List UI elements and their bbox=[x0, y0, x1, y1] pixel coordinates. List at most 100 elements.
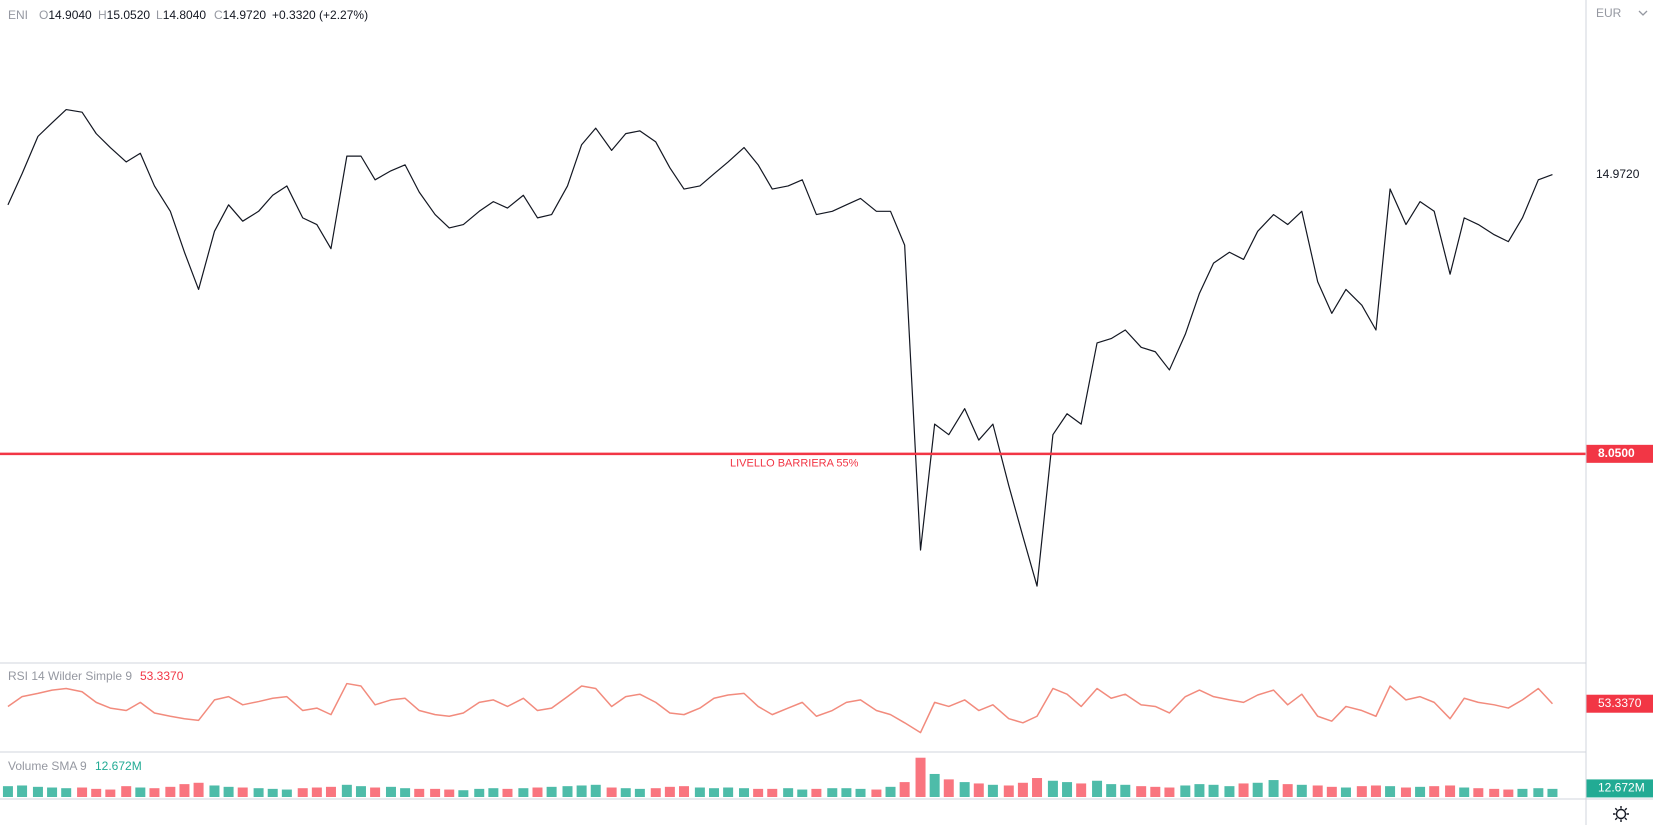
volume-bar bbox=[811, 788, 822, 797]
volume-label-box bbox=[1586, 779, 1653, 798]
volume-bar bbox=[281, 789, 292, 797]
volume-bar bbox=[1445, 785, 1456, 797]
volume-axis-label: 12.672M bbox=[1598, 781, 1645, 795]
gear-teeth bbox=[1613, 806, 1629, 822]
volume-bar bbox=[1208, 784, 1219, 797]
volume-bar bbox=[267, 788, 278, 797]
volume-bar bbox=[694, 787, 705, 797]
volume-bar bbox=[797, 789, 808, 797]
volume-bar bbox=[105, 789, 116, 797]
ohlc-key: C bbox=[214, 8, 223, 22]
volume-bar bbox=[355, 786, 366, 797]
volume-bar bbox=[709, 788, 720, 797]
change: +0.3320 (+2.27%) bbox=[272, 8, 368, 22]
volume-bar bbox=[959, 782, 970, 797]
volume-bar bbox=[1017, 782, 1028, 797]
volume-bar bbox=[1032, 778, 1043, 797]
volume-bar bbox=[753, 788, 764, 797]
rsi-label-box bbox=[1586, 694, 1653, 713]
volume-bar bbox=[1180, 785, 1191, 797]
volume-bar bbox=[532, 787, 543, 797]
gear-ring bbox=[1615, 808, 1627, 820]
volume-bar bbox=[1076, 783, 1087, 797]
volume-bar bbox=[634, 788, 645, 797]
ohlc-value: 14.9040 bbox=[48, 8, 92, 22]
volume-bar bbox=[32, 786, 43, 797]
volume-bar bbox=[723, 787, 734, 797]
currency-dropdown[interactable] bbox=[1638, 10, 1648, 16]
volume-bar bbox=[165, 786, 176, 797]
volume-bar bbox=[546, 786, 557, 797]
rsi-title: RSI 14 Wilder Simple 9 bbox=[8, 669, 132, 683]
volume-bar bbox=[2, 786, 13, 797]
volume-bar bbox=[650, 788, 661, 797]
volume-bar bbox=[502, 788, 513, 797]
volume-bar bbox=[1224, 786, 1235, 797]
volume-bar bbox=[987, 784, 998, 797]
volume-bar bbox=[1136, 786, 1147, 797]
volume-bar bbox=[1400, 787, 1411, 797]
volume-bar bbox=[223, 786, 234, 797]
volume-bar bbox=[414, 788, 425, 797]
ohlc-item: L14.8040 bbox=[156, 8, 206, 22]
ohlc-item: H15.0520 bbox=[98, 8, 150, 22]
ohlc-key: O bbox=[39, 8, 48, 22]
volume-bar bbox=[929, 773, 940, 797]
volume-bar bbox=[179, 784, 190, 797]
price-line bbox=[7, 108, 1553, 587]
volume-bar bbox=[77, 787, 88, 797]
rsi-axis-label: 53.3370 bbox=[1598, 696, 1642, 710]
volume-bar bbox=[973, 783, 984, 797]
volume-bar bbox=[899, 782, 910, 797]
volume-bar bbox=[430, 788, 441, 797]
volume-bar bbox=[885, 786, 896, 797]
volume-bar bbox=[1296, 784, 1307, 797]
volume-bar bbox=[943, 779, 954, 797]
volume-bar bbox=[562, 786, 573, 797]
volume-bar bbox=[253, 788, 264, 797]
volume-bar bbox=[311, 787, 322, 797]
volume-bar bbox=[576, 785, 587, 797]
volume-bar bbox=[1062, 782, 1073, 797]
volume-bar bbox=[1047, 780, 1058, 797]
ohlc-item: O14.9040 bbox=[39, 8, 92, 22]
volume-bar bbox=[1385, 786, 1396, 797]
volume-bar bbox=[1370, 785, 1381, 797]
last-price-box bbox=[1586, 165, 1653, 184]
barrier-annotation: LIVELLO BARRIERA 55% bbox=[730, 458, 859, 470]
volume-value: 12.672M bbox=[95, 759, 142, 773]
volume-bar bbox=[370, 787, 381, 797]
volume-bar bbox=[1312, 785, 1323, 797]
rsi-value: 53.3370 bbox=[140, 669, 184, 683]
volume-bar bbox=[149, 788, 160, 797]
last-price-label: 14.9720 bbox=[1596, 167, 1640, 181]
marks-layer bbox=[0, 108, 1586, 797]
volume-bar bbox=[620, 788, 631, 797]
volume-bar bbox=[400, 788, 411, 797]
volume-bar bbox=[664, 786, 675, 797]
volume-bar bbox=[739, 788, 750, 797]
symbol: ENI bbox=[8, 8, 28, 22]
volume-bar bbox=[590, 784, 601, 797]
volume-bar bbox=[297, 788, 308, 797]
barrier-label-box bbox=[1586, 444, 1653, 463]
settings-icon[interactable] bbox=[1613, 806, 1629, 822]
volume-bar bbox=[135, 787, 146, 797]
volume-bar bbox=[1252, 782, 1263, 797]
volume-bar bbox=[1547, 788, 1558, 797]
volume-bar bbox=[385, 786, 396, 797]
volume-bar bbox=[1429, 786, 1440, 797]
volume-bar bbox=[1517, 788, 1528, 797]
ohlc-item: C14.9720 bbox=[214, 8, 266, 22]
volume-bar bbox=[1164, 787, 1175, 797]
volume-bar bbox=[17, 785, 28, 797]
volume-bar bbox=[606, 787, 617, 797]
ohlc-value: 14.9720 bbox=[223, 8, 267, 22]
volume-bar bbox=[1503, 789, 1514, 797]
volume-bar bbox=[237, 787, 248, 797]
price-line bbox=[7, 682, 1554, 734]
volume-bar bbox=[871, 789, 882, 797]
volume-bar bbox=[121, 786, 132, 797]
